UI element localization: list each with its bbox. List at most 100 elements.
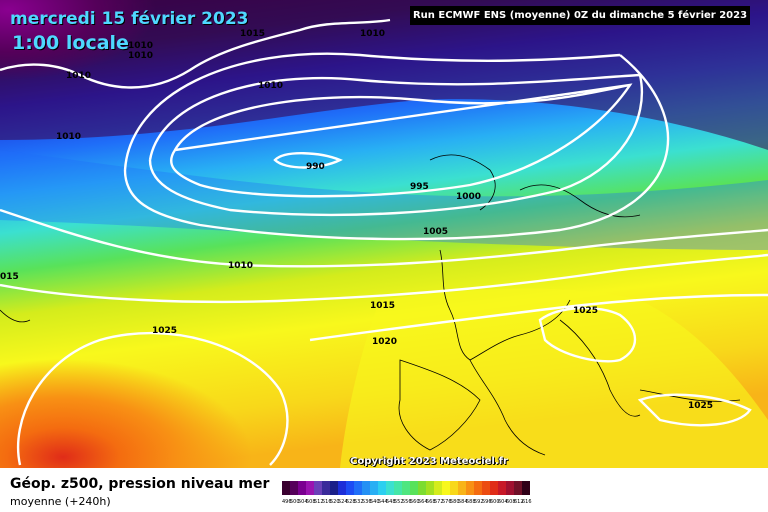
legend-swatch bbox=[522, 481, 530, 495]
legend-label: 596 bbox=[482, 499, 492, 505]
legend-label: 536 bbox=[362, 499, 372, 505]
isobar-label: 1010 bbox=[360, 29, 385, 39]
isobar-label: 1025 bbox=[152, 326, 177, 336]
legend-label: 556 bbox=[402, 499, 412, 505]
legend-label: 524 bbox=[338, 499, 348, 505]
legend-swatch bbox=[458, 481, 466, 495]
legend-labels: 496 500 504 508 512 516 520 524 528 532 536 540 544 5… bbox=[282, 499, 532, 505]
legend-label: 592 bbox=[474, 499, 484, 505]
legend-label: 520 bbox=[330, 499, 340, 505]
legend-label: 548 bbox=[386, 499, 396, 505]
legend-label: 496 bbox=[282, 499, 292, 505]
isobar-label: 1010 bbox=[56, 132, 81, 142]
legend-swatch bbox=[322, 481, 330, 495]
legend-swatch bbox=[386, 481, 394, 495]
legend-label: 504 bbox=[298, 499, 308, 505]
legend-swatch bbox=[410, 481, 418, 495]
isobar-label: 1010 bbox=[228, 261, 253, 271]
isobar-label: 015 bbox=[0, 272, 19, 282]
legend-swatch bbox=[370, 481, 378, 495]
legend-swatch bbox=[354, 481, 362, 495]
legend-label: 512 bbox=[314, 499, 324, 505]
isobar-labels: 1015 1010 1010 1010 1010 1010 990 995 10… bbox=[0, 29, 713, 411]
legend-label: 588 bbox=[466, 499, 476, 505]
legend-swatch bbox=[378, 481, 386, 495]
map-subtitle: moyenne (+240h) bbox=[10, 495, 111, 508]
map-title: Géop. z500, pression niveau mer bbox=[10, 476, 270, 492]
legend-swatch bbox=[442, 481, 450, 495]
legend-swatch bbox=[498, 481, 506, 495]
cold-anomaly bbox=[0, 0, 420, 200]
legend-swatch bbox=[506, 481, 514, 495]
isobar-1025-b bbox=[538, 306, 637, 363]
isobar-label: 1010 bbox=[128, 41, 153, 51]
run-info: Run ECMWF ENS (moyenne) 0Z du dimanche 5… bbox=[410, 6, 750, 25]
legend-swatch bbox=[466, 481, 474, 495]
legend-swatch bbox=[282, 481, 290, 495]
valid-time: 1:00 locale bbox=[12, 32, 129, 54]
legend-swatch bbox=[474, 481, 482, 495]
isobar-995 bbox=[169, 83, 633, 198]
legend-swatch bbox=[394, 481, 402, 495]
legend-label: 604 bbox=[498, 499, 508, 505]
legend-label: 552 bbox=[394, 499, 404, 505]
legend-label: 544 bbox=[378, 499, 388, 505]
isobar-label: 1010 bbox=[128, 51, 153, 61]
isobar-1000 bbox=[148, 73, 644, 217]
legend-swatch bbox=[402, 481, 410, 495]
isobar-1020 bbox=[309, 293, 768, 342]
legend-label: 576 bbox=[442, 499, 452, 505]
legend-label: 612 bbox=[514, 499, 524, 505]
color-legend bbox=[282, 481, 530, 495]
legend-swatch bbox=[314, 481, 322, 495]
legend-label: 528 bbox=[346, 499, 356, 505]
legend-label: 600 bbox=[490, 499, 500, 505]
legend-label: 584 bbox=[458, 499, 468, 505]
legend-label: 508 bbox=[306, 499, 316, 505]
legend-swatch bbox=[346, 481, 354, 495]
legend-label: 532 bbox=[354, 499, 364, 505]
copyright: Copyright 2023 Meteociel.fr bbox=[350, 456, 508, 467]
legend-label: 608 bbox=[506, 499, 516, 505]
isobar-label: 1010 bbox=[258, 81, 283, 91]
isobar-1010-a bbox=[0, 208, 768, 268]
isobar-1010-b bbox=[0, 18, 391, 89]
valid-date: mercredi 15 février 2023 bbox=[10, 9, 249, 29]
isobars bbox=[0, 18, 768, 466]
isobar-label: 1005 bbox=[423, 227, 448, 237]
legend-swatch bbox=[426, 481, 434, 495]
isobar-1025-a bbox=[16, 331, 289, 466]
footer: Géop. z500, pression niveau mer moyenne … bbox=[0, 468, 768, 512]
legend-swatch bbox=[482, 481, 490, 495]
legend-label: 616 bbox=[522, 499, 532, 505]
isobar-label: 1025 bbox=[573, 306, 598, 316]
legend-label: 580 bbox=[450, 499, 460, 505]
isobar-label: 990 bbox=[306, 162, 325, 172]
legend-label: 500 bbox=[290, 499, 300, 505]
isobar-label: 1000 bbox=[456, 192, 481, 202]
yellow-ridge bbox=[340, 288, 768, 468]
isobar-1025-c bbox=[637, 393, 752, 427]
legend-label: 516 bbox=[322, 499, 332, 505]
legend-swatch bbox=[290, 481, 298, 495]
isobar-label: 1015 bbox=[370, 301, 395, 311]
isobar-990 bbox=[273, 152, 343, 169]
isobar-label: 1015 bbox=[240, 29, 265, 39]
isobar-1005 bbox=[123, 52, 670, 241]
legend-swatch bbox=[338, 481, 346, 495]
legend-swatch bbox=[362, 481, 370, 495]
legend-swatch bbox=[490, 481, 498, 495]
legend-swatch bbox=[298, 481, 306, 495]
coastlines bbox=[0, 154, 741, 456]
legend-swatch bbox=[514, 481, 522, 495]
legend-swatch bbox=[418, 481, 426, 495]
isobar-1015 bbox=[0, 253, 768, 304]
legend-swatch bbox=[450, 481, 458, 495]
legend-swatch bbox=[306, 481, 314, 495]
legend-label: 564 bbox=[418, 499, 428, 505]
legend-label: 540 bbox=[370, 499, 380, 505]
isobar-label: 1025 bbox=[688, 401, 713, 411]
isobar-label: 995 bbox=[410, 182, 429, 192]
legend-swatch bbox=[434, 481, 442, 495]
isobar-label: 1020 bbox=[372, 337, 397, 347]
